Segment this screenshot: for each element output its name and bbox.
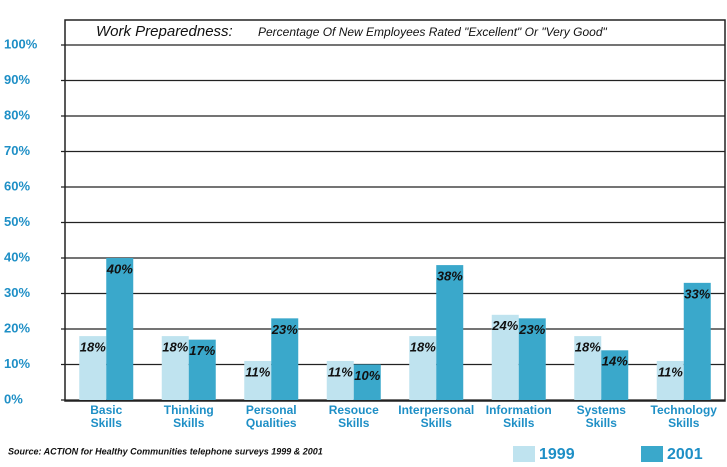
value-label: 11% (245, 364, 270, 379)
bar (161, 336, 189, 400)
bar (436, 265, 464, 400)
x-tick-label: Interpersonal Skills (398, 403, 474, 430)
y-tick-label: 20% (4, 320, 30, 335)
value-label: 18% (410, 340, 436, 355)
bar (601, 350, 629, 400)
bar (491, 314, 519, 400)
source-note: Source: ACTION for Healthy Communities t… (8, 446, 323, 456)
legend-swatch (641, 446, 663, 462)
x-tick-label: Information Skills (486, 403, 552, 430)
bar (188, 339, 216, 400)
y-tick-label: 60% (4, 178, 30, 193)
value-label: 18% (575, 340, 601, 355)
y-tick-label: 100% (4, 36, 38, 51)
legend-label: 2001 (667, 446, 703, 463)
x-tick-label: Systems Skills (577, 403, 627, 430)
chart-subtitle: Percentage Of New Employees Rated "Excel… (258, 25, 607, 39)
value-label: 40% (106, 261, 133, 276)
bar (518, 318, 546, 400)
value-label: 23% (271, 322, 298, 337)
value-label: 18% (162, 340, 188, 355)
y-tick-label: 30% (4, 285, 30, 300)
bar (326, 360, 354, 400)
value-label: 10% (354, 368, 380, 383)
legend-swatch (513, 446, 535, 462)
x-tick-label: Thinking Skills (164, 403, 214, 430)
plot-frame (64, 19, 726, 402)
bar (683, 282, 711, 400)
value-label: 23% (518, 322, 545, 337)
bar (409, 336, 437, 400)
value-label: 11% (658, 364, 683, 379)
y-tick-label: 10% (4, 356, 30, 371)
value-label: 18% (80, 340, 106, 355)
value-label: 11% (328, 364, 353, 379)
bar (353, 364, 381, 400)
x-tick-label: Personal Qualities (246, 403, 297, 430)
value-label: 33% (684, 286, 710, 301)
x-tick-label: Technology Skills (651, 403, 718, 430)
y-tick-label: 50% (4, 214, 30, 229)
chart-title: Work Preparedness: (96, 23, 233, 40)
x-tick-label: Basic Skills (90, 403, 122, 430)
bar (106, 258, 134, 400)
bar (244, 360, 272, 400)
y-tick-label: 90% (4, 72, 30, 87)
y-tick-label: 70% (4, 143, 30, 158)
bar (271, 318, 299, 400)
bar (79, 336, 107, 400)
value-label: 14% (602, 354, 628, 369)
legend-label: 1999 (539, 446, 575, 463)
y-tick-label: 40% (4, 249, 30, 264)
value-label: 24% (491, 318, 518, 333)
value-label: 38% (437, 269, 463, 284)
y-tick-label: 0% (4, 391, 23, 406)
x-tick-label: Resouce Skills (329, 403, 379, 430)
bar (574, 336, 602, 400)
y-tick-label: 80% (4, 107, 30, 122)
bar (656, 360, 684, 400)
value-label: 17% (189, 343, 215, 358)
